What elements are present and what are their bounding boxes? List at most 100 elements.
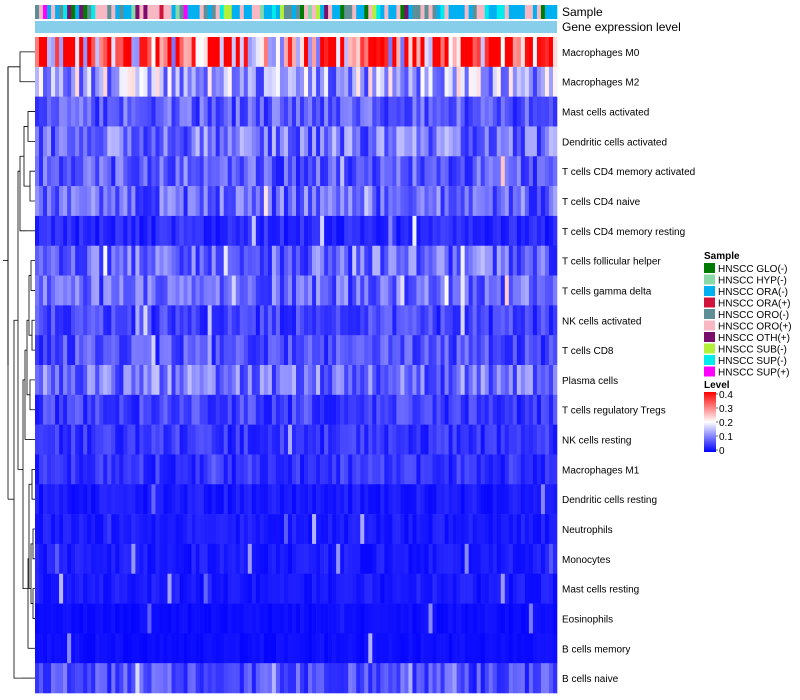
heatmap-cell	[420, 156, 425, 187]
heatmap-cell	[516, 215, 522, 247]
heatmap-cell	[199, 484, 204, 515]
heatmap-cell	[464, 633, 469, 664]
heatmap-cell	[287, 454, 293, 485]
heatmap-cell	[159, 543, 164, 575]
heatmap-cell	[324, 156, 329, 187]
heatmap-cell	[255, 663, 261, 694]
heatmap-cell	[388, 215, 393, 247]
heatmap-cell	[203, 66, 208, 97]
heatmap-cell	[448, 484, 453, 515]
heatmap-cell	[376, 37, 381, 68]
heatmap-cell	[412, 454, 417, 485]
heatmap-cell	[332, 543, 337, 575]
sample-annotation-cell	[99, 5, 104, 19]
heatmap-cell	[175, 365, 180, 396]
heatmap-cell	[171, 335, 176, 366]
heatmap-cell	[71, 424, 76, 455]
heatmap-cell	[388, 96, 393, 127]
heatmap-cell	[296, 275, 301, 306]
heatmap-cell	[388, 394, 393, 425]
heatmap-cell	[444, 215, 449, 247]
row-label: Macrophages M1	[562, 465, 640, 476]
heatmap-cell	[420, 215, 425, 247]
heatmap-cell	[51, 66, 56, 97]
sample-annotation-cell	[548, 5, 554, 19]
heatmap-cell	[516, 484, 522, 515]
heatmap-cell	[207, 215, 212, 247]
heatmap-cell	[384, 275, 389, 306]
sample-annotation-cell	[191, 5, 196, 19]
heatmap-cell	[368, 186, 373, 217]
heatmap-cell	[344, 424, 349, 455]
heatmap-cell	[115, 603, 120, 634]
heatmap-cell	[488, 603, 494, 634]
dendrogram-branch	[30, 260, 35, 291]
heatmap-cell	[63, 484, 68, 515]
heatmap-cell	[223, 484, 229, 515]
heatmap-cell	[540, 335, 546, 366]
heatmap-cell	[159, 454, 164, 485]
heatmap-cell	[199, 663, 204, 694]
heatmap-cell	[548, 394, 554, 425]
row-label: Mast cells activated	[562, 108, 649, 119]
heatmap-cell	[195, 215, 200, 247]
heatmap-cell	[356, 514, 361, 545]
heatmap-cell	[211, 215, 216, 247]
heatmap-cell	[320, 66, 325, 97]
heatmap-cell	[548, 186, 554, 217]
heatmap-cell	[247, 305, 253, 336]
heatmap-cell	[131, 126, 136, 157]
heatmap-cell	[187, 37, 192, 68]
heatmap-cell	[263, 365, 269, 396]
heatmap-cell	[287, 365, 293, 396]
heatmap-cell	[83, 663, 88, 694]
heatmap-cell	[456, 305, 461, 336]
heatmap-cell	[380, 335, 385, 366]
heatmap-cell	[71, 156, 76, 187]
heatmap-cell	[296, 573, 301, 604]
heatmap-cell	[524, 424, 530, 455]
heatmap-cell	[380, 215, 385, 247]
heatmap-cell	[127, 126, 132, 157]
heatmap-cell	[123, 514, 128, 545]
heatmap-cell	[127, 633, 132, 664]
heatmap-cell	[91, 245, 96, 276]
heatmap-cell	[492, 663, 498, 694]
heatmap-cell	[219, 454, 225, 485]
heatmap-cell	[500, 215, 506, 247]
heatmap-cell	[159, 484, 164, 515]
heatmap-cell	[536, 454, 542, 485]
heatmap-cell	[336, 66, 341, 97]
sample-annotation-cell	[400, 5, 405, 19]
heatmap-cell	[532, 305, 538, 336]
heatmap-cell	[271, 245, 277, 276]
heatmap-cell	[296, 394, 301, 425]
heatmap-cell	[512, 394, 518, 425]
heatmap-cell	[271, 424, 277, 455]
heatmap-cell	[308, 245, 313, 276]
heatmap-cell	[111, 543, 116, 575]
heatmap-cell	[496, 394, 502, 425]
heatmap-cell	[364, 394, 369, 425]
heatmap-cell	[103, 484, 108, 515]
heatmap-cell	[43, 484, 48, 515]
heatmap-cell	[380, 186, 385, 217]
heatmap-cell	[508, 484, 514, 515]
heatmap-cell	[308, 365, 313, 396]
heatmap-cell	[251, 156, 257, 187]
heatmap-cell	[95, 126, 100, 157]
heatmap-cell	[352, 514, 357, 545]
heatmap-cell	[215, 663, 221, 694]
heatmap-cell	[300, 335, 305, 366]
heatmap-cell	[420, 514, 425, 545]
heatmap-cell	[103, 215, 108, 247]
heatmap-cell	[404, 126, 409, 157]
heatmap-cell	[287, 156, 293, 187]
heatmap-cell	[300, 66, 305, 97]
heatmap-cell	[203, 186, 208, 217]
heatmap-cell	[420, 66, 425, 97]
heatmap-cell	[428, 633, 433, 664]
heatmap-cell	[476, 96, 482, 127]
dendrogram-branch	[27, 558, 30, 649]
heatmap-cell	[119, 573, 124, 604]
